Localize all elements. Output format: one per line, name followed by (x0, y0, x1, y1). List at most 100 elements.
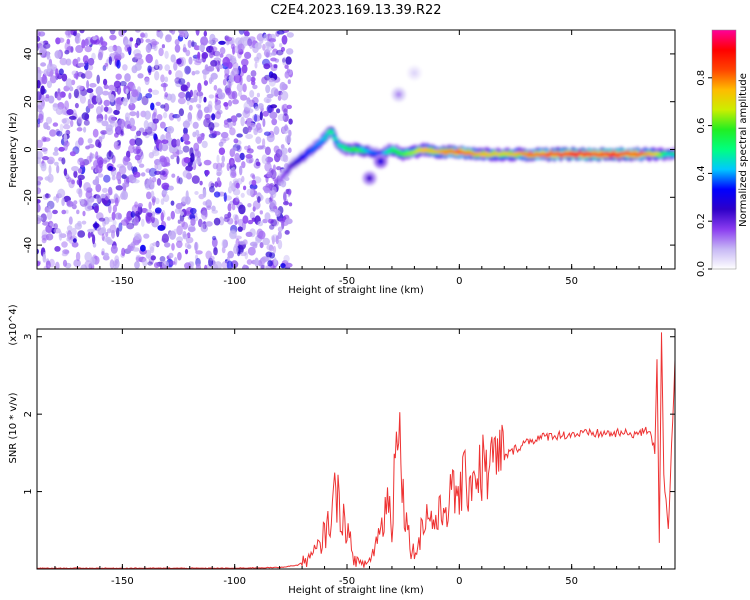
spectrogram-noise-speckle (277, 95, 282, 101)
spectrogram-noise-speckle (261, 76, 268, 85)
spectrogram-noise-speckle (276, 49, 284, 56)
spectrogram-noise-speckle (284, 262, 293, 268)
spectrogram-noise-speckle (191, 40, 195, 48)
spectrogram-noise-speckle (207, 65, 215, 72)
spectrogram-noise-speckle (190, 207, 197, 215)
spectrogram-noise-speckle (39, 49, 45, 57)
spectrogram-noise-speckle (246, 188, 254, 196)
spectrogram-noise-speckle (242, 264, 247, 269)
colorbar-gradient (712, 30, 736, 269)
spectrogram-noise-speckle (219, 53, 224, 58)
spectrogram-noise-speckle (150, 183, 155, 189)
y-tick-label: 40 (23, 48, 34, 61)
spectrogram-noise-speckle (230, 54, 234, 59)
spectrogram-noise-speckle (87, 138, 93, 144)
spectrogram-ridge-cell (572, 151, 578, 155)
spectrogram-noise-speckle (247, 219, 254, 225)
spectrogram-noise-speckle (95, 151, 99, 160)
spectrogram-ridge-cell (349, 148, 355, 152)
spectrogram-noise-speckle (142, 257, 148, 267)
spectrogram-noise-speckle (202, 201, 208, 206)
spectrogram-noise-speckle (136, 110, 140, 119)
spectrogram-noise-speckle (53, 196, 57, 202)
spectrogram-noise-speckle (185, 165, 193, 172)
spectrogram-noise-speckle (220, 138, 227, 144)
spectrogram-noise-speckle (150, 190, 155, 199)
spectrogram-noise-speckle (218, 64, 224, 70)
spectrogram-noise-speckle (212, 162, 219, 170)
spectrogram-noise-speckle (195, 129, 200, 136)
x-tick-label: -100 (223, 576, 246, 587)
spectrogram-noise-speckle (129, 37, 134, 42)
snr-panel: -150 -100 -50 0 50 1 2 3 Height of straight li… (8, 304, 676, 596)
spectrogram-noise-speckle (282, 113, 289, 122)
spectrogram-noise-speckle (61, 209, 67, 215)
spectrogram-noise-speckle (95, 183, 102, 193)
spectrogram-noise-speckle (151, 176, 157, 183)
spectrogram-noise-speckle (96, 106, 102, 115)
spectrogram-noise-speckle (200, 132, 206, 138)
spectrogram-noise-speckle (228, 80, 232, 90)
spectrogram-noise-speckle (86, 80, 90, 89)
spectrogram-noise-speckle (214, 50, 220, 58)
spectrogram-noise-speckle (264, 162, 272, 172)
spectrogram-noise-speckle (267, 42, 275, 47)
spectrogram-noise-speckle (133, 171, 141, 178)
spectrogram-noise-speckle (224, 73, 229, 80)
spectrogram-noise-speckle (185, 190, 189, 200)
spectrogram-noise-speckle (114, 197, 119, 207)
spectrogram-noise-speckle (205, 221, 213, 227)
spectrogram-noise-speckle (197, 136, 203, 144)
spectrogram-noise-speckle (188, 56, 193, 65)
spectrogram-noise-speckle (262, 118, 266, 128)
spectrogram-noise-speckle (286, 48, 294, 55)
spectrogram-noise-speckle (53, 223, 58, 230)
spectrogram-noise-speckle (145, 38, 151, 43)
spectrogram-noise-speckle (122, 97, 128, 107)
spectrogram-noise-speckle (165, 34, 172, 43)
spectrogram-noise-speckle (95, 86, 104, 96)
spectrogram-noise-speckle (234, 214, 239, 225)
spectrogram-noise-speckle (208, 100, 213, 109)
spectrogram-noise-speckle (77, 168, 83, 174)
spectrogram-noise-speckle (102, 200, 108, 206)
spectrogram-noise-speckle (156, 114, 163, 121)
spectrogram-noise-speckle (247, 203, 252, 208)
spectrogram-noise-speckle (106, 127, 114, 136)
spectrogram-noise-speckle (224, 213, 229, 220)
spectrogram-noise-speckle (96, 118, 104, 124)
spectrogram-noise-speckle (73, 73, 79, 79)
spectrogram-noise-speckle (111, 211, 116, 221)
spectrogram-noise-speckle (216, 168, 223, 175)
spectrogram-noise-speckle (78, 157, 84, 163)
spectrogram-x-axis-label: Height of straight line (km) (288, 285, 424, 296)
y-tick-label: 2 (23, 411, 34, 417)
spectrogram-noise-speckle (267, 260, 273, 267)
spectrogram-noise-speckle (65, 58, 72, 66)
spectrogram-noise-speckle (52, 209, 58, 215)
spectrogram-noise-speckle (154, 70, 160, 81)
spectrogram-noise-speckle (208, 122, 215, 131)
spectrogram-noise-speckle (145, 212, 151, 222)
snr-y-axis-label: SNR (10 * v/v) (8, 392, 19, 463)
spectrogram-noise-speckle (171, 243, 175, 251)
spectrogram-noise-speckle (115, 73, 122, 80)
spectrogram-noise-speckle (256, 145, 264, 150)
spectrogram-noise-speckle (244, 51, 252, 60)
spectrogram-noise-speckle (85, 190, 93, 199)
spectrogram-noise-speckle (150, 102, 155, 111)
spectrogram-noise-speckle (71, 241, 79, 248)
spectrogram-noise-speckle (73, 200, 78, 205)
spectrogram-noise-speckle (288, 129, 292, 137)
snr-series-line (37, 332, 675, 569)
spectrogram-noise-speckle (287, 147, 292, 153)
spectrogram-ridge-cell (333, 138, 339, 141)
spectrogram-noise-speckle (239, 251, 247, 257)
spectrogram-noise-speckle (213, 247, 218, 256)
spectrogram-noise-speckle (197, 82, 202, 93)
spectrogram-noise-speckle (194, 241, 198, 252)
spectrogram-noise-speckle (101, 41, 108, 47)
spectrogram-noise-speckle (209, 255, 215, 261)
spectrogram-noise-speckle (43, 122, 49, 130)
spectrogram-noise-speckle (103, 99, 111, 107)
